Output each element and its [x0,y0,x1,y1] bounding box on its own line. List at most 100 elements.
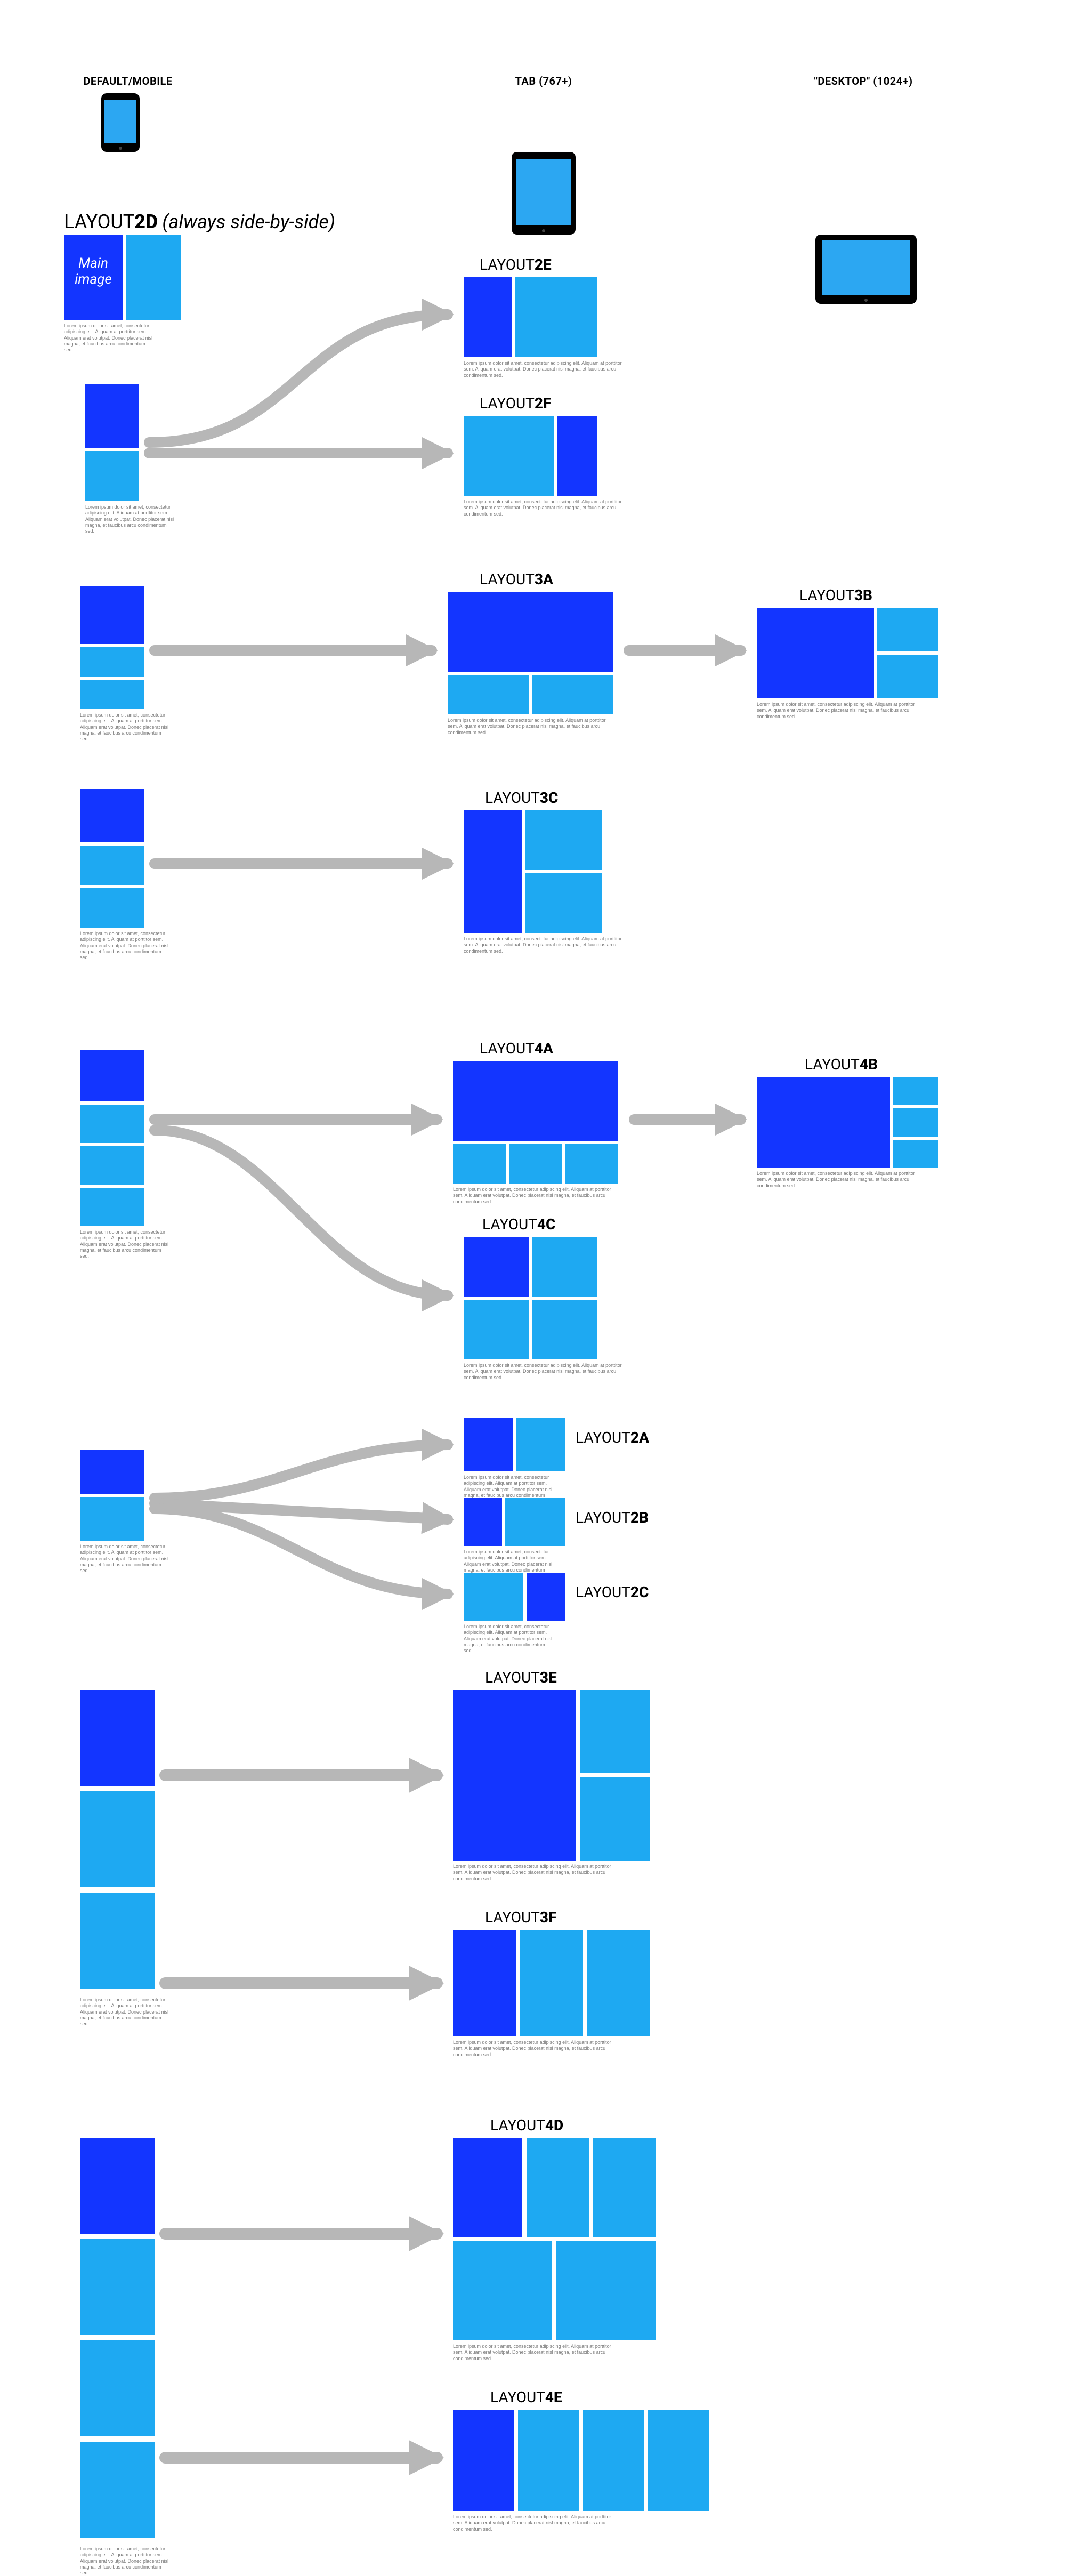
layout-thumb-3E_src [80,1690,155,1994]
caption-3B: Lorem ipsum dolor sit amet, consectetur … [757,702,922,720]
layout-4C-box-1 [532,1237,597,1297]
layout-thumb-2D: Main image [64,235,181,320]
caption-2_src: Lorem ipsum dolor sit amet, consectetur … [80,1544,171,1574]
layout-thumb-4B [757,1077,938,1168]
layout-2_src-box-1 [80,1497,144,1541]
caption-2F: Lorem ipsum dolor sit amet, consectetur … [464,499,629,517]
layout-3B-box-0 [757,608,874,698]
layout-3E_src-box-0 [80,1690,155,1786]
layout-label-2E: LAYOUT2E [480,256,552,273]
layout-3A-box-0 [448,592,613,672]
layout-3F-box-1 [520,1930,583,2036]
flow-arrow [155,1445,448,1498]
column-header-desktop: "DESKTOP" (1024+) [794,75,933,87]
layout-4B-box-2 [893,1108,938,1137]
caption-2D_src: Lorem ipsum dolor sit amet, consectetur … [85,504,176,534]
caption-2D: Lorem ipsum dolor sit amet, consectetur … [64,323,155,353]
layout-2B-box-1 [505,1498,565,1546]
layout-2D_src-box-1 [85,451,139,501]
layout-2F-box-1 [557,416,597,496]
layout-label-4E: LAYOUT4E [490,2388,562,2406]
layout-4D_src-box-1 [80,2239,155,2335]
layout-2A-box-0 [464,1418,513,1471]
caption-3F: Lorem ipsum dolor sit amet, consectetur … [453,2040,618,2058]
layout-2F-box-0 [464,416,554,496]
caption-4D: Lorem ipsum dolor sit amet, consectetur … [453,2344,618,2362]
caption-4_src: Lorem ipsum dolor sit amet, consectetur … [80,1229,171,1259]
layout-3C-box-0 [464,810,522,933]
layout-4E-box-1 [518,2410,579,2511]
layout-thumb-2D_src [85,384,139,501]
layout-3E_src-box-2 [80,1893,155,1989]
layout-4A-box-2 [509,1144,562,1184]
caption-3A: Lorem ipsum dolor sit amet, consectetur … [448,718,613,736]
layout-thumb-3C_src [80,789,144,928]
layout-4D_src-box-2 [80,2340,155,2436]
layout-3C-box-1 [525,810,602,870]
layout-thumb-3A [448,592,613,714]
layout-label-4C: LAYOUT4C [482,1215,555,1233]
layout-2E-box-0 [464,277,512,357]
caption-3C: Lorem ipsum dolor sit amet, consectetur … [464,936,629,954]
layout-4E-box-0 [453,2410,514,2511]
layout-3A-box-1 [448,675,529,714]
caption-4A: Lorem ipsum dolor sit amet, consectetur … [453,1187,618,1205]
caption-4E: Lorem ipsum dolor sit amet, consectetur … [453,2514,618,2532]
layout-label-3F: LAYOUT3F [485,1909,556,1926]
layout-thumb-4C [464,1237,597,1359]
flow-arrow [155,1130,448,1295]
layout-thumb-2E [464,277,597,357]
layout-2_src-box-0 [80,1450,144,1494]
layout-4E-box-2 [583,2410,644,2511]
layout-thumb-4A [453,1061,618,1184]
layout-4B-box-1 [893,1077,938,1105]
layout-2C-box-0 [464,1573,523,1621]
caption-4B: Lorem ipsum dolor sit amet, consectetur … [757,1171,922,1189]
layout-thumb-4D_src [80,2138,155,2543]
layout-thumb-2_src [80,1450,144,1541]
layout-3A-box-2 [532,675,613,714]
layout-3F-box-2 [587,1930,650,2036]
layout-2E-box-1 [515,277,597,357]
layout-thumb-3E [453,1690,650,1861]
layout-4_src-box-0 [80,1050,144,1101]
layout-4A-box-0 [453,1061,618,1141]
layout-label-3C: LAYOUT3C [485,789,558,807]
layout-label-2B: LAYOUT2B [576,1509,649,1526]
layout-2A-box-1 [516,1418,565,1471]
layout-label-2F: LAYOUT2F [480,395,551,412]
layout-4D-box-2 [593,2138,656,2237]
layout-label-4B: LAYOUT4B [805,1056,878,1073]
layout-thumb-4_src [80,1050,144,1226]
layout-2B-box-0 [464,1498,502,1546]
device-icon-mobile [101,93,140,152]
layout-3C_src-box-0 [80,789,144,842]
layout-4A-box-3 [565,1144,618,1184]
layout-thumb-4D [453,2138,656,2340]
device-icon-desktop [815,235,917,304]
layout-thumb-2C [464,1573,565,1621]
layout-label-3E: LAYOUT3E [485,1669,557,1686]
layout-label-2D: LAYOUT2D(always side-by-side) [64,211,335,233]
layout-3C-box-2 [525,873,602,933]
layout-thumb-3A_src [80,586,144,709]
layout-thumb-3B [757,608,938,698]
layout-thumb-4E [453,2410,709,2511]
layout-3E_src-box-1 [80,1791,155,1887]
caption-3E: Lorem ipsum dolor sit amet, consectetur … [453,1864,618,1882]
layout-3A_src-box-1 [80,647,144,677]
layout-4C-box-3 [532,1300,597,1359]
layout-4D_src-box-3 [80,2442,155,2538]
layout-label-3A: LAYOUT3A [480,570,553,588]
layout-4D-box-4 [556,2241,656,2340]
layout-4E-box-3 [648,2410,709,2511]
layout-2D-box-1 [126,235,181,320]
layout-label-4D: LAYOUT4D [490,2116,563,2134]
layout-thumb-2F [464,416,597,496]
layout-4D-box-0 [453,2138,522,2237]
layout-3A_src-box-0 [80,586,144,644]
caption-4D_src: Lorem ipsum dolor sit amet, consectetur … [80,2546,171,2576]
layout-thumb-2A [464,1418,565,1471]
layout-4B-box-3 [893,1140,938,1168]
layout-4A-box-1 [453,1144,506,1184]
